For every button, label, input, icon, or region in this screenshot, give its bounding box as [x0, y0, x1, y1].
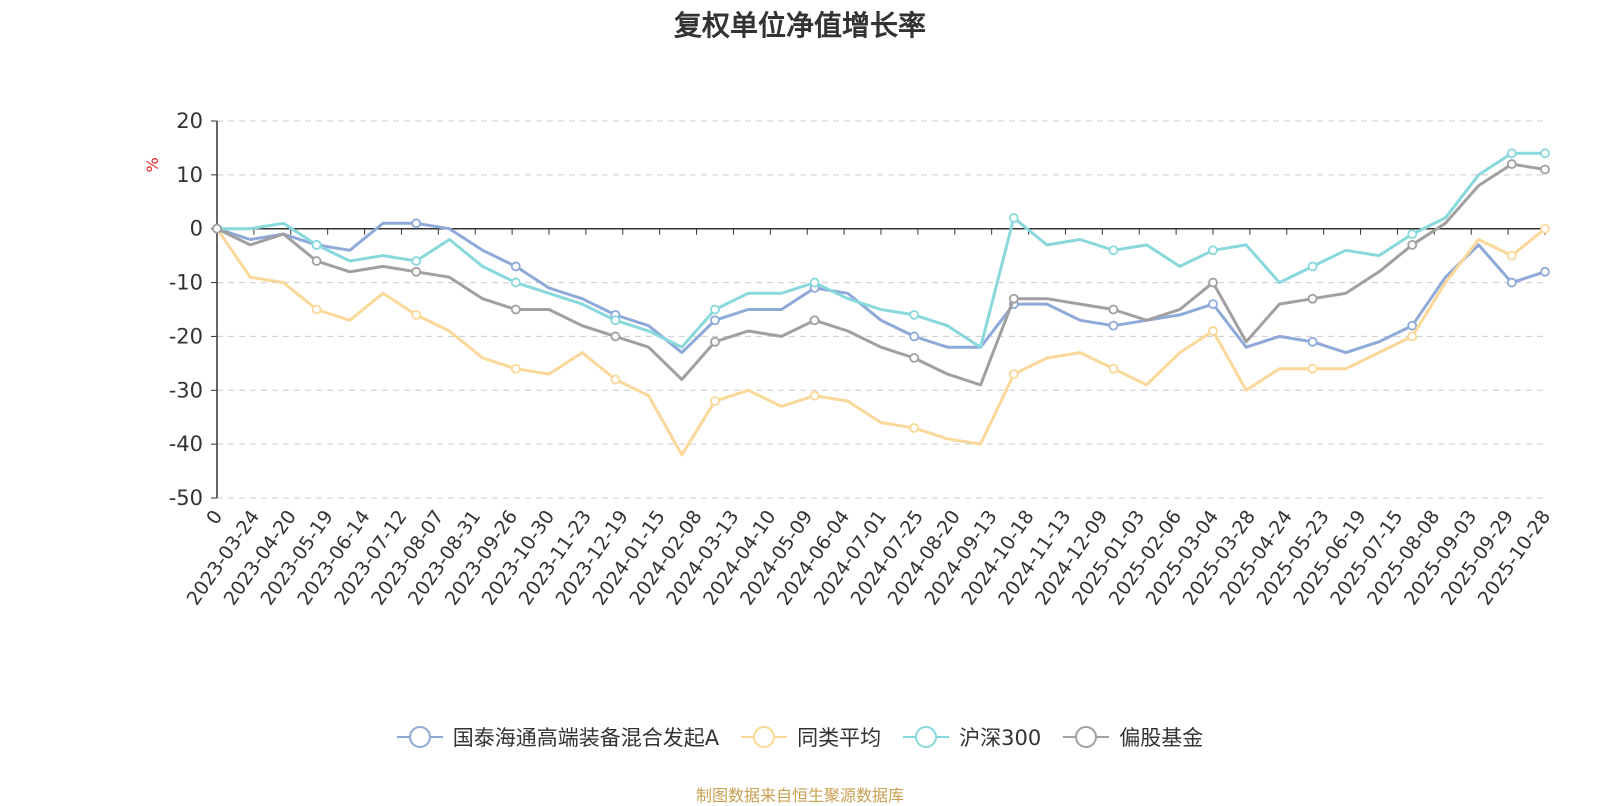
legend: 国泰海通高端装备混合发起A 同类平均 沪深300 偏股基金 [0, 722, 1600, 752]
data-point [610, 374, 621, 385]
data-point [411, 266, 422, 277]
y-tick-label: -10 [169, 271, 203, 295]
y-tick-label: 10 [176, 163, 203, 187]
data-point [1307, 261, 1318, 272]
legend-item[interactable]: 同类平均 [741, 722, 881, 752]
data-point [1108, 304, 1119, 315]
data-point [1208, 245, 1218, 256]
tick-labels: 20100-10-20-30-40-50%02023-03-242023-04-… [143, 109, 1555, 609]
data-point [1008, 369, 1019, 380]
legend-marker-icon [741, 726, 788, 748]
data-point [809, 277, 820, 288]
data-point [1108, 320, 1119, 331]
data-point [1108, 363, 1119, 374]
data-point [1540, 164, 1550, 175]
x-tick-label: 0 [202, 506, 227, 529]
data-point [510, 304, 521, 315]
data-point [809, 315, 820, 326]
data-point [909, 331, 920, 342]
data-point [1307, 293, 1318, 304]
data-point [1506, 159, 1517, 169]
data-point [311, 304, 322, 315]
data-point [1407, 229, 1418, 240]
data-point [710, 304, 720, 315]
series-line [216, 162, 1546, 387]
data-point [1506, 148, 1517, 159]
y-tick-label: 20 [176, 109, 203, 133]
data-point [909, 309, 920, 320]
data-point [610, 331, 621, 342]
legend-item[interactable]: 偏股基金 [1063, 722, 1203, 752]
y-tick-label: -50 [169, 486, 203, 510]
data-point [1208, 299, 1218, 310]
data-point [710, 315, 720, 326]
legend-marker-icon [903, 726, 950, 748]
data-point [1307, 336, 1318, 347]
legend-label: 同类平均 [797, 726, 882, 750]
legend-marker-icon [1063, 726, 1110, 748]
data-point [510, 277, 521, 288]
data-point [1208, 326, 1218, 336]
legend-item[interactable]: 沪深300 [903, 722, 1041, 752]
data-point [1540, 223, 1550, 234]
data-point [1108, 245, 1119, 256]
series-line [216, 221, 1546, 355]
data-point [909, 353, 920, 363]
legend-label: 沪深300 [959, 726, 1042, 750]
data-point [1307, 363, 1318, 374]
source-note: 制图数据来自恒生聚源数据库 [695, 786, 904, 805]
chart-title: 复权单位净值增长率 [673, 9, 926, 42]
data-point [1407, 331, 1418, 342]
data-point [1208, 277, 1218, 288]
data-point [710, 396, 720, 406]
data-point [809, 390, 820, 401]
data-point [1008, 293, 1019, 304]
data-point [411, 218, 422, 229]
data-point [1540, 266, 1550, 277]
data-point [311, 256, 322, 266]
y-tick-label: -40 [169, 432, 203, 456]
data-point [510, 261, 521, 272]
legend-label: 国泰海通高端装备混合发起A [452, 726, 720, 750]
data-point [212, 223, 222, 234]
data-point [311, 239, 322, 250]
axes [211, 120, 1546, 499]
data-point [510, 363, 521, 374]
series-layer [212, 148, 1550, 457]
legend-marker-icon [396, 726, 443, 748]
data-point [411, 309, 422, 320]
y-axis-label: % [143, 157, 162, 172]
y-tick-label: -20 [169, 324, 203, 348]
data-point [610, 315, 621, 326]
data-point [1407, 239, 1418, 250]
y-tick-label: -30 [169, 378, 203, 402]
y-tick-label: 0 [190, 217, 203, 241]
legend-item[interactable]: 国泰海通高端装备混合发起A [396, 722, 720, 752]
series-line [215, 227, 1546, 457]
data-point [1506, 250, 1517, 261]
legend-label: 偏股基金 [1119, 726, 1204, 750]
series-line [217, 151, 1545, 349]
data-point [1407, 320, 1418, 331]
data-point [710, 336, 720, 347]
data-point [909, 423, 920, 433]
data-point [1540, 148, 1550, 159]
data-point [1008, 213, 1019, 223]
data-point [411, 256, 422, 266]
data-point [1506, 277, 1517, 288]
grid-lines [217, 120, 1545, 499]
